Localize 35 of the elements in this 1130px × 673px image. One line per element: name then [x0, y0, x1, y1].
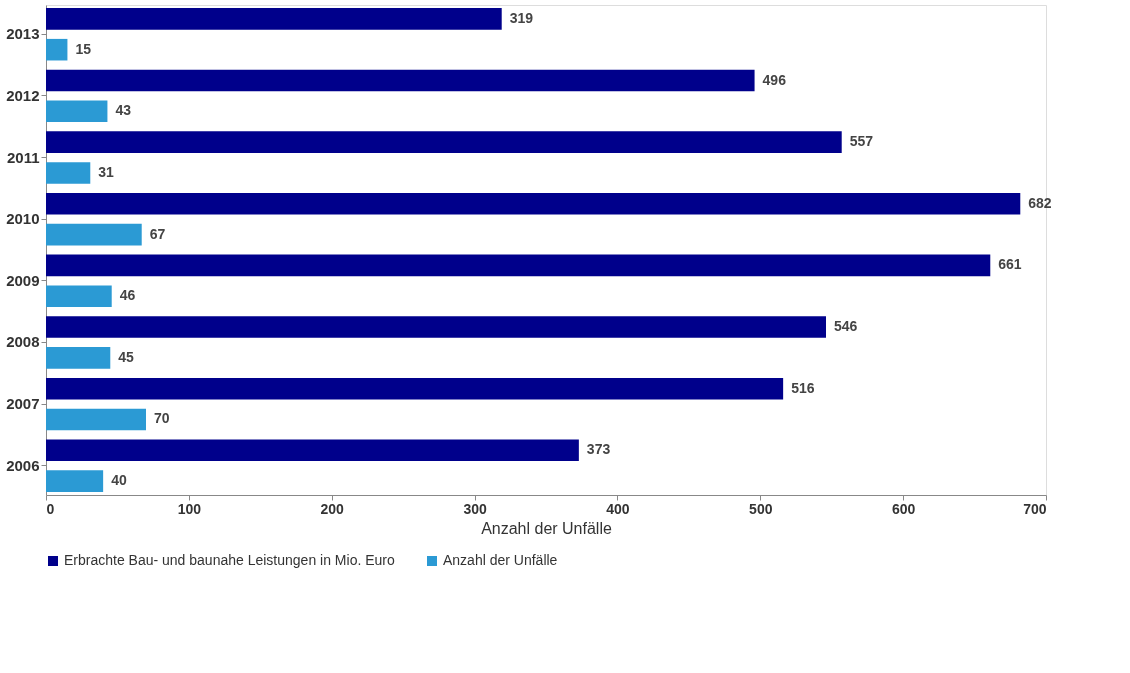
data-label: 31 [98, 163, 115, 180]
data-label: 43 [115, 102, 132, 119]
x-tick-label: 0 [46, 500, 55, 517]
y-tick-label: 2013 [6, 25, 40, 43]
data-label: 546 [834, 318, 858, 335]
data-label: 46 [119, 287, 136, 304]
x-tick-label: 600 [891, 500, 916, 517]
x-tick-label: 100 [177, 500, 202, 517]
x-tick-label: 300 [463, 500, 487, 517]
legend-label: Anzahl der Unfälle [443, 552, 558, 568]
data-label: 557 [849, 133, 874, 150]
y-tick-label: 2007 [6, 395, 40, 413]
data-label: 40 [111, 472, 127, 489]
data-label: 516 [791, 379, 815, 396]
data-label: 15 [75, 40, 92, 57]
x-axis-title: Anzahl der Unfälle [481, 519, 612, 537]
y-tick-label: 2009 [6, 271, 40, 289]
y-tick-label: 2010 [6, 210, 40, 228]
y-tick-label: 2008 [6, 333, 40, 351]
data-label: 682 [1028, 194, 1052, 211]
data-label: 45 [118, 348, 135, 365]
y-tick-label: 2006 [6, 456, 40, 474]
legend-label: Erbrachte Bau- und baunahe Leistungen in Mio. Euro [64, 552, 395, 568]
data-label: 70 [154, 410, 170, 427]
x-tick-label: 700 [1023, 500, 1047, 517]
data-label: 496 [762, 71, 787, 88]
y-tick-label: 2012 [6, 86, 40, 104]
y-tick-label: 2011 [6, 148, 40, 166]
x-tick-label: 200 [320, 500, 345, 517]
x-tick-label: 500 [749, 500, 773, 517]
data-label: 319 [509, 9, 534, 26]
x-tick-label: 400 [606, 500, 630, 517]
data-label: 373 [586, 441, 611, 458]
data-label: 67 [149, 225, 166, 242]
data-label: 661 [998, 256, 1022, 273]
